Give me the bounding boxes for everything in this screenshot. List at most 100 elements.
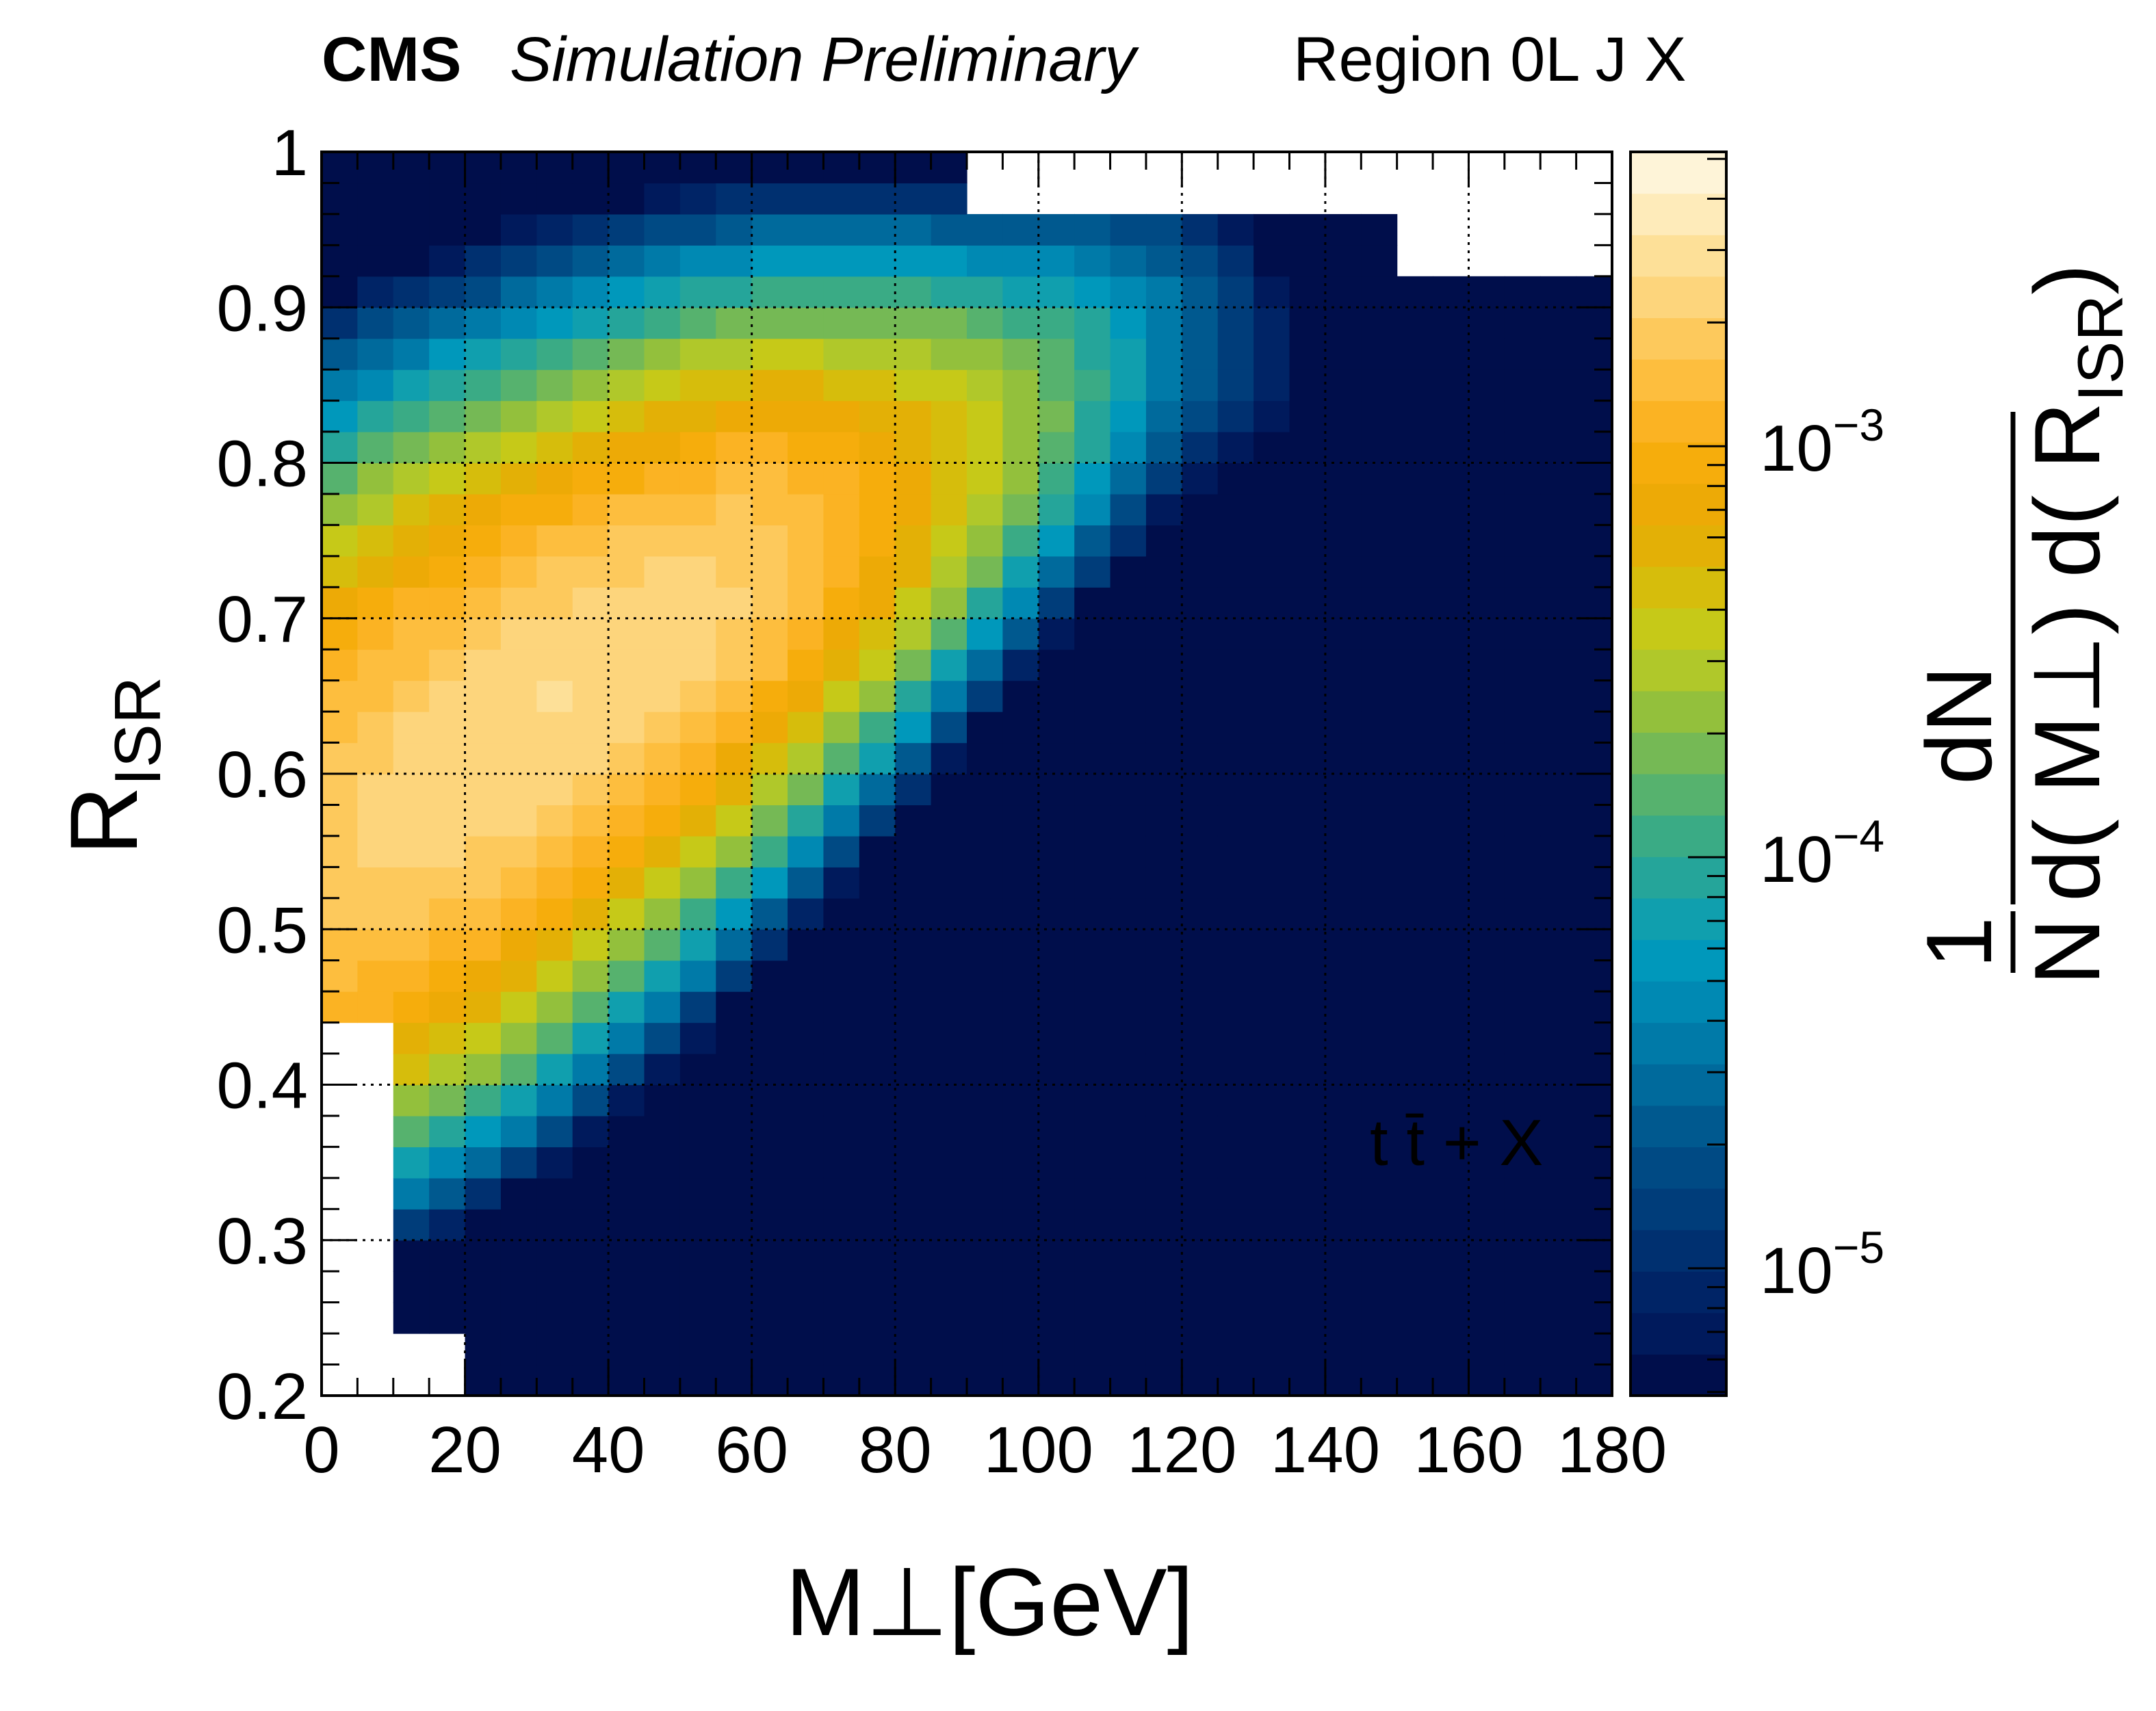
heatmap-cell [716,680,753,712]
heatmap-cell [1397,711,1433,744]
heatmap-cell [572,898,609,930]
heatmap-cell [1182,649,1219,681]
heatmap-cell [859,245,896,277]
heatmap-cell [1074,835,1111,867]
region-label: Region 0L J X [1293,25,1687,94]
heatmap-cell [465,835,502,867]
heatmap-cell [1038,462,1075,495]
x-tick-label: 60 [715,1413,788,1487]
heatmap-cell [1468,711,1505,744]
heatmap-cell [322,462,358,495]
heatmap-cell [751,1177,788,1210]
heatmap-cell [751,774,788,806]
heatmap-cell [751,835,788,867]
heatmap-cell [931,183,967,215]
heatmap-cell [393,400,430,432]
process-label: t t̄ + X [1370,1106,1543,1179]
color-bar-segment [1631,566,1726,609]
heatmap-cell [1254,1177,1290,1210]
heatmap-cell [465,587,502,619]
heatmap-cell [1504,867,1541,899]
heatmap-cell [1217,1147,1254,1179]
heatmap-cell [1074,1177,1111,1210]
heatmap-cell [967,213,1003,246]
heatmap-cell [1038,867,1075,899]
heatmap-cell [393,1271,430,1303]
heatmap-cell [608,338,645,370]
heatmap-cell [1254,525,1290,557]
x-tick-label: 180 [1557,1413,1667,1487]
heatmap-cell [1468,774,1505,806]
heatmap-cell [1110,742,1147,774]
heatmap-cell [1217,213,1254,246]
color-bar-segment [1631,1312,1726,1355]
heatmap-cell [788,1271,824,1303]
heatmap-cell [1325,1177,1362,1210]
z-tick-label: 10−5 [1760,1222,1884,1307]
heatmap-cell [1289,991,1326,1023]
heatmap-cell [1433,276,1470,308]
heatmap-cell [429,649,466,681]
heatmap-cell [1217,276,1254,308]
heatmap-cell [751,1022,788,1054]
heatmap-cell [823,1147,860,1179]
heatmap-cell [788,213,824,246]
heatmap-cell [1576,805,1613,837]
heatmap-cell [608,213,645,246]
heatmap-cell [1289,493,1326,525]
heatmap-cell [823,1209,860,1241]
heatmap-cell [679,183,716,215]
x-tick-label: 40 [572,1413,645,1487]
heatmap-cell [859,774,896,806]
heatmap-cell [1217,835,1254,867]
heatmap-cell [788,183,824,215]
x-tick-label: 80 [859,1413,932,1487]
heatmap-cell [895,649,932,681]
heatmap-cell [465,867,502,899]
heatmap-cell [859,276,896,308]
heatmap-cell [1540,711,1577,744]
heatmap-cell [859,711,896,744]
heatmap-cell [1038,245,1075,277]
heatmap-cell [1002,960,1039,992]
heatmap-cell [1397,680,1433,712]
heatmap-cell [895,493,932,525]
heatmap-cell [1433,742,1470,774]
heatmap-cell [1182,991,1219,1023]
heatmap-cell [357,432,394,464]
heatmap-cell [1110,525,1147,557]
heatmap-cell [644,774,681,806]
heatmap-cell [322,898,358,930]
heatmap-cell [572,1271,609,1303]
heatmap-cell [536,1240,573,1272]
heatmap-cell [679,1302,716,1334]
heatmap-cell [1540,960,1577,992]
heatmap-cell [572,991,609,1023]
heatmap-cell [1182,213,1219,246]
heatmap-cell [967,587,1003,619]
heatmap-cell [1145,742,1182,774]
heatmap-cell [716,1364,753,1396]
heatmap-cell [931,1302,967,1334]
heatmap-cell [1182,680,1219,712]
heatmap-cell [1397,1084,1433,1116]
heatmap-cell [1397,991,1433,1023]
heatmap-cell [859,1115,896,1147]
heatmap-cell [1110,1271,1147,1303]
heatmap-cell [1074,960,1111,992]
heatmap-cell [608,1022,645,1054]
heatmap-cell [788,525,824,557]
heatmap-cell [1504,1333,1541,1366]
heatmap-cell [572,1115,609,1147]
heatmap-cell [716,991,753,1023]
heatmap-cell [1433,618,1470,650]
heatmap-cell [823,276,860,308]
heatmap-cell [1361,1022,1398,1054]
heatmap-cell [1325,618,1362,650]
heatmap-cell [859,525,896,557]
color-bar-segment [1631,774,1726,816]
heatmap-cell [823,525,860,557]
heatmap-cell [895,1364,932,1396]
heatmap-cell [895,1209,932,1241]
heatmap-cell [536,432,573,464]
